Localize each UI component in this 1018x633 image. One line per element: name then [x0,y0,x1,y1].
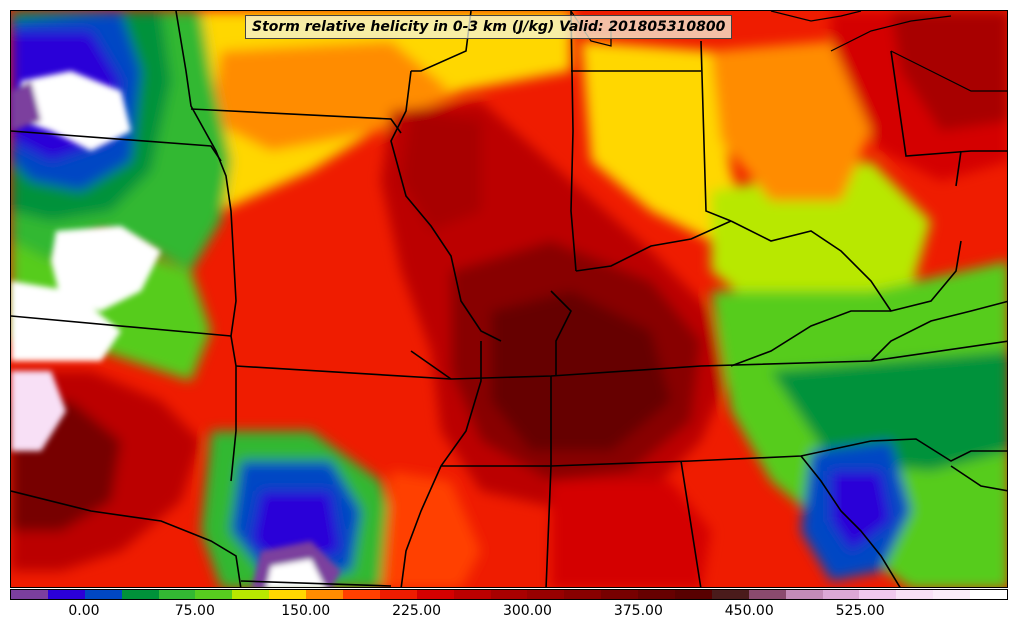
colorbar-segment [933,590,971,599]
colorbar-segment [785,590,823,599]
colorbar-tick-label: 525.00 [835,603,885,619]
colorbar-segment [527,590,565,599]
colorbar-tick-label: 450.00 [724,603,774,619]
colorbar-segment [822,590,860,599]
colorbar-segment [379,590,417,599]
helicity-map [11,11,1007,587]
colorbar-segment [11,590,48,599]
colorbar-labels: 0.00 75.00 150.00 225.00 300.00 375.00 450.00 5… [10,603,1008,625]
colorbar-tick-label: 150.00 [281,603,331,619]
colorbar-segment [195,590,233,599]
colorbar-segment [638,590,676,599]
colorbar-segment [896,590,934,599]
colorbar-segment [343,590,380,599]
colorbar-segment [269,590,307,599]
colorbar-segment [675,590,712,599]
colorbar-segment [490,590,528,599]
colorbar-segment [453,590,491,599]
colorbar-segment [416,590,454,599]
colorbar-tick-label: 0.00 [68,603,100,619]
map-title: Storm relative helicity in 0-3 km (J/kg)… [245,15,733,39]
colorbar-tick-label: 375.00 [613,603,663,619]
colorbar-segment [158,590,196,599]
colorbar-segment [306,590,344,599]
state-boundaries [11,11,1007,587]
colorbar-segment [232,590,270,599]
colorbar-segment [711,590,749,599]
colorbar-segment [84,590,122,599]
colorbar-tick-label: 300.00 [502,603,552,619]
colorbar-segment [859,590,897,599]
colorbar [10,589,1008,600]
colorbar-tick-label: 75.00 [174,603,215,619]
colorbar-tick-label: 225.00 [392,603,442,619]
colorbar-segment [564,590,602,599]
helicity-field [11,11,1007,587]
colorbar-segment [121,590,159,599]
colorbar-segment [970,590,1008,599]
colorbar-segment [748,590,786,599]
map-frame [10,10,1008,588]
colorbar-segment [601,590,639,599]
colorbar-segment [47,590,85,599]
